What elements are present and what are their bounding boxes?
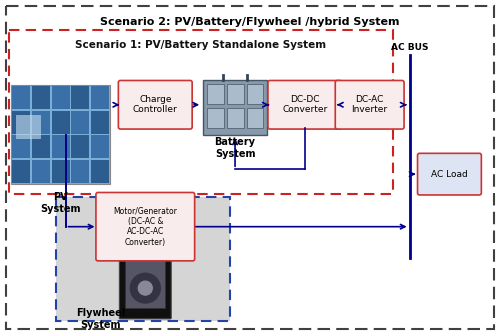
FancyBboxPatch shape (52, 111, 70, 133)
Text: DC-AC
Inverter: DC-AC Inverter (352, 95, 388, 115)
FancyBboxPatch shape (92, 86, 110, 109)
FancyBboxPatch shape (10, 85, 110, 184)
FancyBboxPatch shape (206, 84, 224, 104)
FancyBboxPatch shape (246, 84, 264, 104)
FancyBboxPatch shape (72, 135, 90, 158)
FancyBboxPatch shape (226, 84, 244, 104)
Text: AC Load: AC Load (431, 170, 468, 179)
FancyBboxPatch shape (32, 111, 50, 133)
FancyBboxPatch shape (16, 115, 40, 139)
FancyBboxPatch shape (32, 86, 50, 109)
Circle shape (130, 273, 160, 303)
FancyBboxPatch shape (96, 193, 194, 261)
FancyBboxPatch shape (268, 81, 342, 129)
FancyBboxPatch shape (92, 135, 110, 158)
FancyBboxPatch shape (92, 160, 110, 183)
FancyBboxPatch shape (12, 160, 30, 183)
FancyBboxPatch shape (206, 108, 224, 128)
Text: DC-DC
Converter: DC-DC Converter (282, 95, 328, 115)
FancyBboxPatch shape (12, 86, 30, 109)
FancyBboxPatch shape (336, 81, 404, 129)
FancyBboxPatch shape (52, 86, 70, 109)
Text: Scenario 1: PV/Battery Standalone System: Scenario 1: PV/Battery Standalone System (74, 40, 326, 50)
Text: AC BUS: AC BUS (391, 43, 428, 52)
FancyBboxPatch shape (32, 135, 50, 158)
FancyBboxPatch shape (12, 135, 30, 158)
Text: Scenario 2: PV/Battery/Flywheel /hybrid System: Scenario 2: PV/Battery/Flywheel /hybrid … (100, 16, 400, 27)
Text: Motor/Generator
(DC-AC &
AC-DC-AC
Converter): Motor/Generator (DC-AC & AC-DC-AC Conver… (114, 207, 177, 247)
Text: Battery
System: Battery System (214, 137, 256, 159)
FancyBboxPatch shape (246, 108, 264, 128)
FancyBboxPatch shape (56, 197, 230, 321)
FancyBboxPatch shape (202, 81, 268, 135)
FancyBboxPatch shape (226, 108, 244, 128)
FancyBboxPatch shape (72, 111, 90, 133)
FancyBboxPatch shape (118, 81, 192, 129)
FancyBboxPatch shape (52, 160, 70, 183)
Text: Charge
Controller: Charge Controller (133, 95, 178, 115)
Circle shape (138, 281, 152, 295)
FancyBboxPatch shape (134, 229, 158, 245)
Text: PV
System: PV System (40, 192, 81, 214)
FancyBboxPatch shape (72, 160, 90, 183)
FancyBboxPatch shape (32, 160, 50, 183)
FancyBboxPatch shape (418, 153, 482, 195)
Text: Flywheel
System: Flywheel System (76, 308, 125, 330)
FancyBboxPatch shape (72, 86, 90, 109)
FancyBboxPatch shape (126, 258, 165, 308)
FancyBboxPatch shape (52, 135, 70, 158)
FancyBboxPatch shape (120, 218, 171, 319)
FancyBboxPatch shape (92, 111, 110, 133)
FancyBboxPatch shape (12, 111, 30, 133)
